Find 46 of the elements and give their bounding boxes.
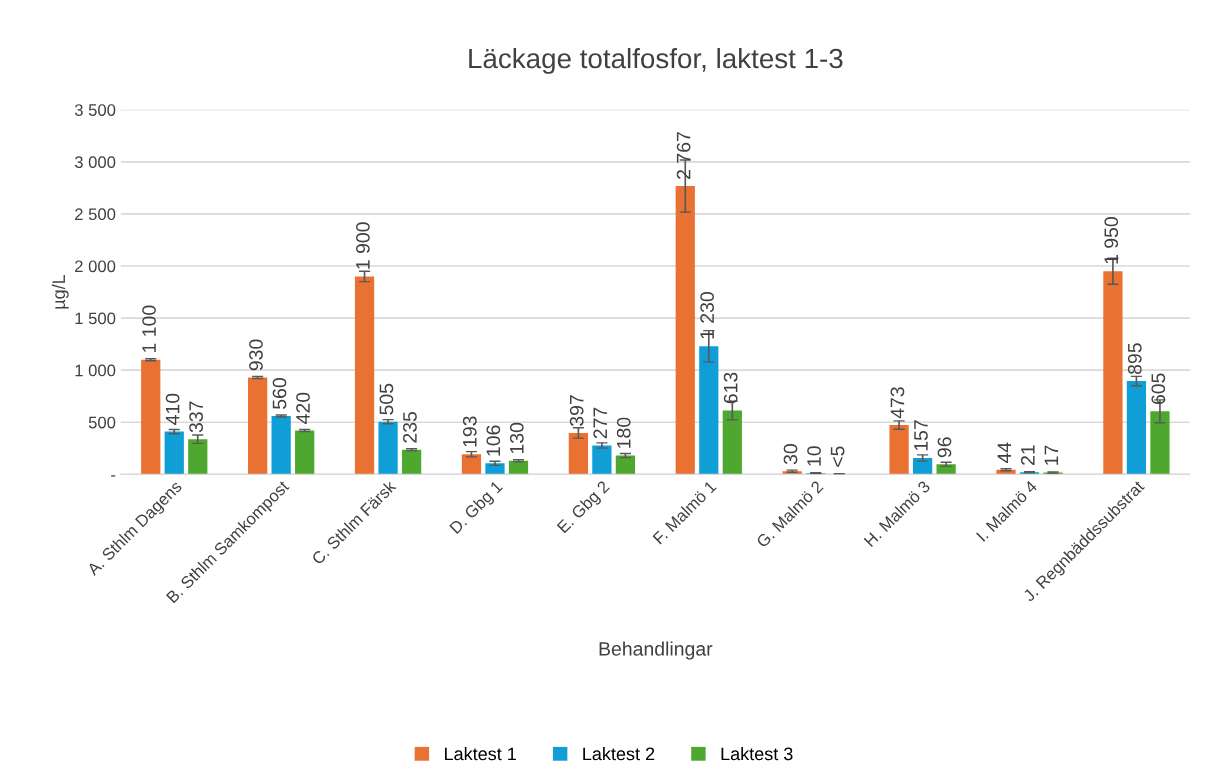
- data-label: 505: [379, 383, 394, 415]
- data-label: 605: [1151, 373, 1166, 405]
- legend-label: Laktest 1: [445, 747, 516, 761]
- x-tick-label: D. Gbg 1: [448, 479, 506, 537]
- data-label: 106: [486, 425, 501, 456]
- data-label: 235: [403, 411, 417, 443]
- data-label: 30: [783, 444, 798, 465]
- y-tick-label: 1 000: [75, 364, 116, 377]
- data-label: 1 900: [356, 222, 370, 269]
- data-label: 2 767: [676, 132, 691, 179]
- y-tick-label: 2 000: [75, 260, 116, 273]
- y-tick-label: 1 500: [75, 312, 116, 325]
- data-label: 10: [807, 446, 821, 466]
- data-label: 44: [997, 442, 1012, 464]
- data-label: 895: [1127, 343, 1142, 374]
- data-label: 420: [296, 392, 310, 424]
- x-axis-title: Behandlingar: [599, 641, 713, 660]
- data-label: 473: [890, 387, 905, 419]
- data-label: 157: [914, 420, 928, 451]
- data-label: 930: [249, 339, 263, 371]
- data-label: 130: [509, 422, 524, 454]
- data-label: 21: [1020, 445, 1035, 465]
- data-label: 1 100: [142, 305, 156, 353]
- data-label: 410: [165, 393, 180, 425]
- data-label: 613: [723, 372, 738, 404]
- data-label: <5: [830, 446, 845, 467]
- y-tick-label: 3 500: [74, 104, 116, 116]
- y-axis-title: µg/L: [51, 274, 69, 309]
- y-tick-label: 2 500: [75, 208, 116, 221]
- data-label: 96: [937, 437, 952, 458]
- data-label: 560: [272, 378, 287, 409]
- data-label: 277: [593, 407, 607, 439]
- y-tick-label: 3 000: [74, 156, 116, 169]
- data-label: 397: [569, 395, 584, 426]
- legend-label: Laktest 3: [721, 747, 793, 761]
- data-label: 337: [189, 401, 203, 433]
- chart-title: Läckage totalfosfor, laktest 1-3: [469, 47, 843, 74]
- data-label: 1 950: [1104, 217, 1119, 264]
- x-tick-label: E. Gbg 2: [556, 479, 613, 536]
- data-label: 1 230: [700, 292, 715, 339]
- data-label: 17: [1044, 445, 1059, 465]
- data-label: 193: [462, 416, 477, 447]
- data-label: 180: [616, 417, 631, 448]
- legend-label: Laktest 2: [583, 747, 655, 761]
- y-tick-label: -: [111, 475, 116, 477]
- y-tick-label: 500: [88, 416, 116, 429]
